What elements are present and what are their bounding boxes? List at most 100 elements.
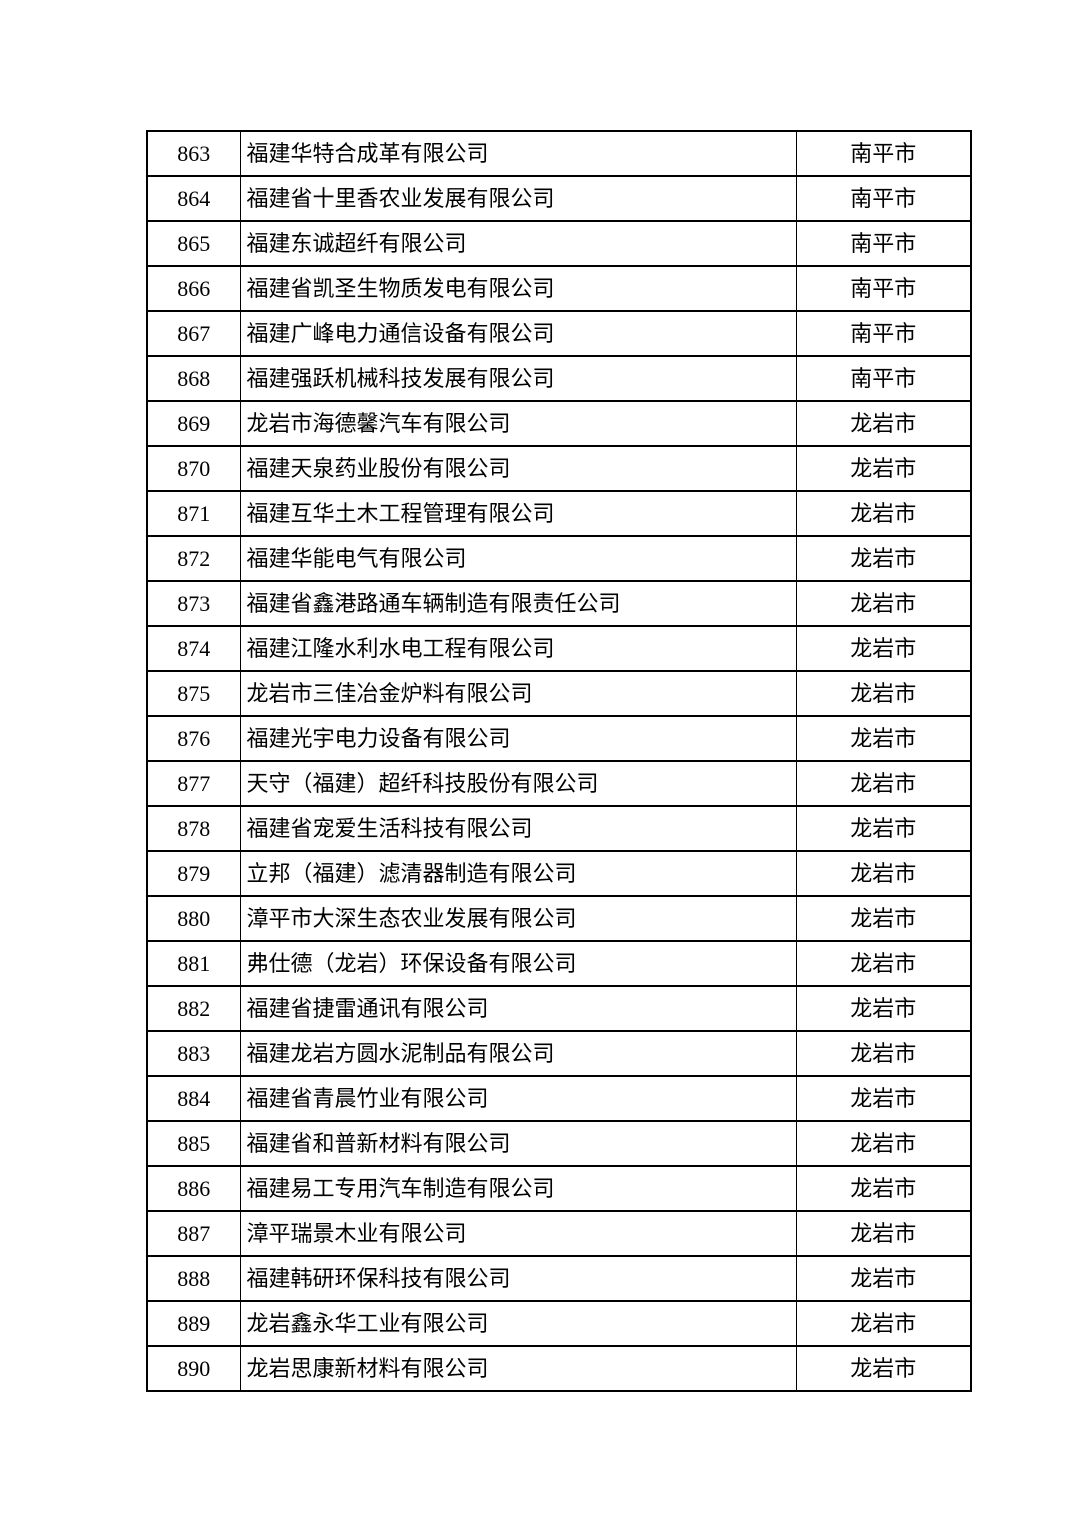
city-cell: 龙岩市 <box>795 580 972 627</box>
row-number-cell: 883 <box>146 1030 241 1077</box>
row-number-cell: 879 <box>146 850 241 897</box>
company-table: 863 福建华特合成革有限公司 南平市 864 福建省十里香农业发展有限公司 南… <box>146 130 972 1392</box>
company-name-cell: 福建省捷雷通讯有限公司 <box>239 985 797 1032</box>
city-cell: 龙岩市 <box>795 535 972 582</box>
table-row: 867 福建广峰电力通信设备有限公司 南平市 <box>146 310 972 357</box>
city-cell: 南平市 <box>795 220 972 267</box>
row-number-cell: 884 <box>146 1075 241 1122</box>
row-number-cell: 867 <box>146 310 241 357</box>
row-number-cell: 876 <box>146 715 241 762</box>
company-name-cell: 福建易工专用汽车制造有限公司 <box>239 1165 797 1212</box>
company-name-cell: 福建江隆水利水电工程有限公司 <box>239 625 797 672</box>
city-cell: 龙岩市 <box>795 940 972 987</box>
company-name-cell: 福建华能电气有限公司 <box>239 535 797 582</box>
city-cell: 龙岩市 <box>795 625 972 672</box>
company-name-cell: 福建省十里香农业发展有限公司 <box>239 175 797 222</box>
company-name-cell: 福建广峰电力通信设备有限公司 <box>239 310 797 357</box>
company-name-cell: 福建龙岩方圆水泥制品有限公司 <box>239 1030 797 1077</box>
city-cell: 南平市 <box>795 310 972 357</box>
table-row: 878 福建省宠爱生活科技有限公司 龙岩市 <box>146 805 972 852</box>
city-cell: 龙岩市 <box>795 445 972 492</box>
row-number-cell: 880 <box>146 895 241 942</box>
row-number-cell: 888 <box>146 1255 241 1302</box>
company-name-cell: 福建东诚超纤有限公司 <box>239 220 797 267</box>
row-number-cell: 864 <box>146 175 241 222</box>
row-number-cell: 881 <box>146 940 241 987</box>
table-row: 888 福建韩研环保科技有限公司 龙岩市 <box>146 1255 972 1302</box>
row-number-cell: 870 <box>146 445 241 492</box>
table-row: 884 福建省青晨竹业有限公司 龙岩市 <box>146 1075 972 1122</box>
table-row: 868 福建强跃机械科技发展有限公司 南平市 <box>146 355 972 402</box>
row-number-cell: 869 <box>146 400 241 447</box>
city-cell: 龙岩市 <box>795 670 972 717</box>
city-cell: 龙岩市 <box>795 1345 972 1392</box>
table-row: 866 福建省凯圣生物质发电有限公司 南平市 <box>146 265 972 312</box>
city-cell: 龙岩市 <box>795 1120 972 1167</box>
table-row: 885 福建省和普新材料有限公司 龙岩市 <box>146 1120 972 1167</box>
table-body: 863 福建华特合成革有限公司 南平市 864 福建省十里香农业发展有限公司 南… <box>146 130 972 1392</box>
city-cell: 龙岩市 <box>795 1255 972 1302</box>
table-row: 887 漳平瑞景木业有限公司 龙岩市 <box>146 1210 972 1257</box>
company-name-cell: 福建光宇电力设备有限公司 <box>239 715 797 762</box>
table-row: 874 福建江隆水利水电工程有限公司 龙岩市 <box>146 625 972 672</box>
row-number-cell: 866 <box>146 265 241 312</box>
company-name-cell: 福建省和普新材料有限公司 <box>239 1120 797 1167</box>
company-name-cell: 福建省青晨竹业有限公司 <box>239 1075 797 1122</box>
city-cell: 南平市 <box>795 130 972 177</box>
row-number-cell: 882 <box>146 985 241 1032</box>
row-number-cell: 865 <box>146 220 241 267</box>
city-cell: 南平市 <box>795 265 972 312</box>
city-cell: 南平市 <box>795 355 972 402</box>
company-name-cell: 弗仕德（龙岩）环保设备有限公司 <box>239 940 797 987</box>
table-row: 864 福建省十里香农业发展有限公司 南平市 <box>146 175 972 222</box>
row-number-cell: 868 <box>146 355 241 402</box>
company-name-cell: 龙岩市海德馨汽车有限公司 <box>239 400 797 447</box>
city-cell: 龙岩市 <box>795 1030 972 1077</box>
table-row: 877 天守（福建）超纤科技股份有限公司 龙岩市 <box>146 760 972 807</box>
table-row: 873 福建省鑫港路通车辆制造有限责任公司 龙岩市 <box>146 580 972 627</box>
company-name-cell: 福建天泉药业股份有限公司 <box>239 445 797 492</box>
city-cell: 龙岩市 <box>795 1210 972 1257</box>
company-name-cell: 漳平瑞景木业有限公司 <box>239 1210 797 1257</box>
table-row: 875 龙岩市三佳冶金炉料有限公司 龙岩市 <box>146 670 972 717</box>
row-number-cell: 878 <box>146 805 241 852</box>
city-cell: 龙岩市 <box>795 715 972 762</box>
table-row: 876 福建光宇电力设备有限公司 龙岩市 <box>146 715 972 762</box>
city-cell: 龙岩市 <box>795 400 972 447</box>
company-name-cell: 福建韩研环保科技有限公司 <box>239 1255 797 1302</box>
table-row: 889 龙岩鑫永华工业有限公司 龙岩市 <box>146 1300 972 1347</box>
city-cell: 龙岩市 <box>795 985 972 1032</box>
city-cell: 龙岩市 <box>795 760 972 807</box>
row-number-cell: 863 <box>146 130 241 177</box>
company-name-cell: 福建华特合成革有限公司 <box>239 130 797 177</box>
row-number-cell: 874 <box>146 625 241 672</box>
city-cell: 龙岩市 <box>795 850 972 897</box>
row-number-cell: 871 <box>146 490 241 537</box>
company-name-cell: 龙岩思康新材料有限公司 <box>239 1345 797 1392</box>
city-cell: 南平市 <box>795 175 972 222</box>
city-cell: 龙岩市 <box>795 1300 972 1347</box>
company-name-cell: 福建省凯圣生物质发电有限公司 <box>239 265 797 312</box>
city-cell: 龙岩市 <box>795 895 972 942</box>
row-number-cell: 885 <box>146 1120 241 1167</box>
city-cell: 龙岩市 <box>795 490 972 537</box>
row-number-cell: 875 <box>146 670 241 717</box>
city-cell: 龙岩市 <box>795 1165 972 1212</box>
row-number-cell: 886 <box>146 1165 241 1212</box>
table-row: 869 龙岩市海德馨汽车有限公司 龙岩市 <box>146 400 972 447</box>
company-name-cell: 福建省宠爱生活科技有限公司 <box>239 805 797 852</box>
city-cell: 龙岩市 <box>795 805 972 852</box>
table-row: 871 福建互华土木工程管理有限公司 龙岩市 <box>146 490 972 537</box>
table-row: 870 福建天泉药业股份有限公司 龙岩市 <box>146 445 972 492</box>
row-number-cell: 873 <box>146 580 241 627</box>
company-name-cell: 天守（福建）超纤科技股份有限公司 <box>239 760 797 807</box>
company-name-cell: 龙岩鑫永华工业有限公司 <box>239 1300 797 1347</box>
table-row: 872 福建华能电气有限公司 龙岩市 <box>146 535 972 582</box>
table-row: 886 福建易工专用汽车制造有限公司 龙岩市 <box>146 1165 972 1212</box>
row-number-cell: 890 <box>146 1345 241 1392</box>
company-name-cell: 立邦（福建）滤清器制造有限公司 <box>239 850 797 897</box>
table-row: 890 龙岩思康新材料有限公司 龙岩市 <box>146 1345 972 1392</box>
table-row: 880 漳平市大深生态农业发展有限公司 龙岩市 <box>146 895 972 942</box>
company-name-cell: 福建互华土木工程管理有限公司 <box>239 490 797 537</box>
company-name-cell: 龙岩市三佳冶金炉料有限公司 <box>239 670 797 717</box>
